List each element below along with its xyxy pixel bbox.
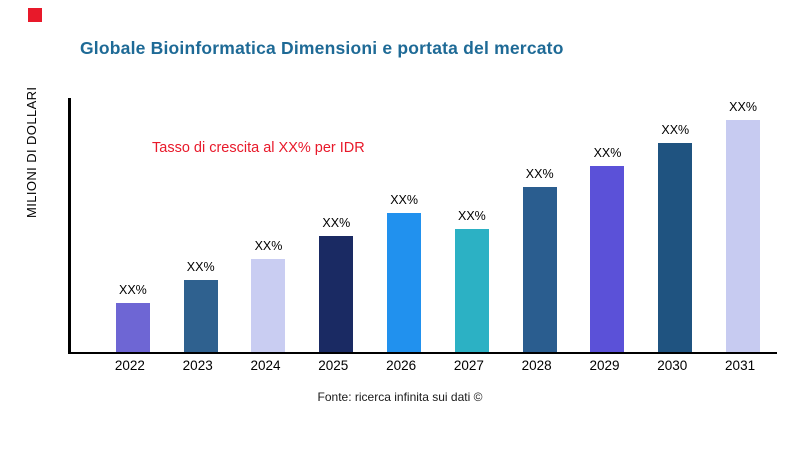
x-tick-2027: 2027 bbox=[453, 358, 484, 373]
growth-annotation: Tasso di crescita al XX% per IDR bbox=[152, 140, 365, 156]
bar-2028 bbox=[522, 187, 557, 352]
bar-2027 bbox=[454, 229, 489, 352]
x-tick-2025: 2025 bbox=[318, 358, 349, 373]
bar-value-label-2029: XX% bbox=[593, 146, 622, 161]
bar-value-label-2026: XX% bbox=[390, 192, 418, 207]
bar-value-label-2030: XX% bbox=[661, 123, 690, 138]
bar-column-2022: XX% bbox=[99, 98, 167, 352]
bar-2025 bbox=[319, 236, 354, 352]
bar-2030 bbox=[658, 143, 693, 352]
bar-column-2028: XX% bbox=[506, 98, 574, 352]
bar-column-2030: XX% bbox=[641, 98, 709, 352]
bar-column-2024: XX% bbox=[235, 98, 303, 352]
bar-2024 bbox=[251, 259, 286, 352]
bar-value-label-2024: XX% bbox=[254, 239, 283, 254]
bar-value-label-2023: XX% bbox=[186, 260, 215, 275]
x-tick-2024: 2024 bbox=[250, 358, 281, 373]
bar-column-2031: XX% bbox=[709, 98, 777, 352]
red-square-marker bbox=[28, 8, 42, 22]
bar-column-2023: XX% bbox=[167, 98, 235, 352]
x-tick-2030: 2030 bbox=[657, 358, 688, 373]
x-axis-labels: 2022 2023 2024 2025 2026 2027 2028 2029 2030 2031 bbox=[68, 358, 774, 373]
bar-2031 bbox=[726, 120, 761, 352]
bar-value-label-2027: XX% bbox=[457, 209, 486, 224]
bars-container: XX% XX% XX% XX% XX% XX% XX% XX% XX% XX% bbox=[71, 98, 777, 352]
bar-2029 bbox=[590, 166, 625, 352]
bar-2023 bbox=[183, 280, 218, 352]
bar-2022 bbox=[115, 303, 150, 352]
bar-2026 bbox=[387, 212, 422, 352]
bar-column-2025: XX% bbox=[302, 98, 370, 352]
x-tick-2028: 2028 bbox=[521, 358, 552, 373]
bar-chart-plot-area: XX% XX% XX% XX% XX% XX% XX% XX% XX% XX% bbox=[68, 98, 777, 354]
y-axis-label: MILIONI DI DOLLARI bbox=[24, 86, 39, 218]
x-tick-2029: 2029 bbox=[589, 358, 620, 373]
x-tick-2022: 2022 bbox=[114, 358, 145, 373]
bar-value-label-2025: XX% bbox=[322, 216, 351, 230]
bar-value-label-2028: XX% bbox=[525, 167, 554, 182]
bar-column-2029: XX% bbox=[574, 98, 642, 352]
source-footer: Fonte: ricerca infinita sui dati © bbox=[317, 390, 483, 404]
x-tick-2026: 2026 bbox=[386, 358, 417, 373]
page-title: Globale Bioinformatica Dimensioni e port… bbox=[80, 38, 564, 58]
bar-column-2026: XX% bbox=[370, 98, 438, 352]
bar-value-label-2031: XX% bbox=[729, 100, 757, 114]
bar-column-2027: XX% bbox=[438, 98, 506, 352]
x-tick-2023: 2023 bbox=[182, 358, 213, 373]
x-tick-2031: 2031 bbox=[725, 358, 756, 373]
bar-value-label-2022: XX% bbox=[119, 283, 147, 298]
